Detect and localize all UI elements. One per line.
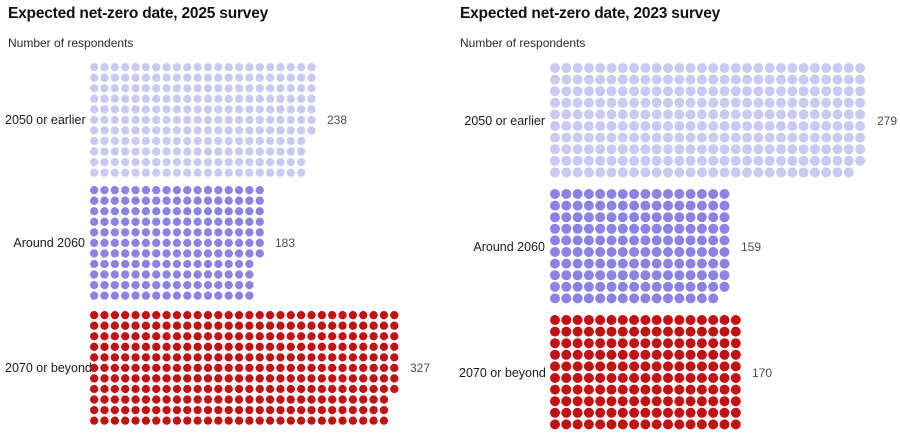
category-label: 2070 or beyond: [459, 365, 546, 380]
category-label: 2050 or earlier: [5, 113, 86, 127]
category-block-around-2060: Around 2060 159: [459, 188, 761, 305]
dot-grid: [90, 311, 399, 425]
count-label: 238: [327, 113, 348, 127]
category-label: Around 2060: [473, 239, 545, 254]
dot-grid: [90, 63, 316, 177]
count-label: 327: [410, 361, 431, 375]
category-block-2070-or-beyond: 2070 or beyond 327: [5, 310, 430, 426]
category-label: 2070 or beyond: [5, 361, 92, 375]
count-label: 170: [752, 365, 773, 380]
dot-grid: [550, 315, 741, 430]
count-label: 159: [741, 239, 762, 254]
count-label: 279: [877, 113, 898, 128]
category-block-2050-or-earlier: 2050 or earlier 279: [459, 62, 897, 179]
axis-units-note: Number of respondents: [8, 36, 134, 50]
category-block-2050-or-earlier: 2050 or earlier 238: [5, 62, 347, 178]
count-label: 183: [275, 236, 296, 250]
dot-grid: [550, 189, 730, 304]
chart-title: Expected net-zero date, 2023 survey: [460, 5, 721, 22]
dot-grid: [90, 186, 264, 300]
axis-units-note: Number of respondents: [460, 36, 586, 50]
category-label: 2050 or earlier: [464, 113, 545, 128]
category-block-around-2060: Around 2060 183: [5, 185, 295, 301]
chart-title: Expected net-zero date, 2025 survey: [8, 5, 269, 22]
waffle-chart-2023-survey: Expected net-zero date, 2023 survey Numb…: [452, 0, 900, 435]
category-label: Around 2060: [13, 236, 85, 250]
dot-grid: [550, 63, 866, 178]
waffle-chart-2025-survey: Expected net-zero date, 2025 survey Numb…: [0, 0, 448, 435]
category-block-2070-or-beyond: 2070 or beyond 170: [459, 314, 772, 431]
